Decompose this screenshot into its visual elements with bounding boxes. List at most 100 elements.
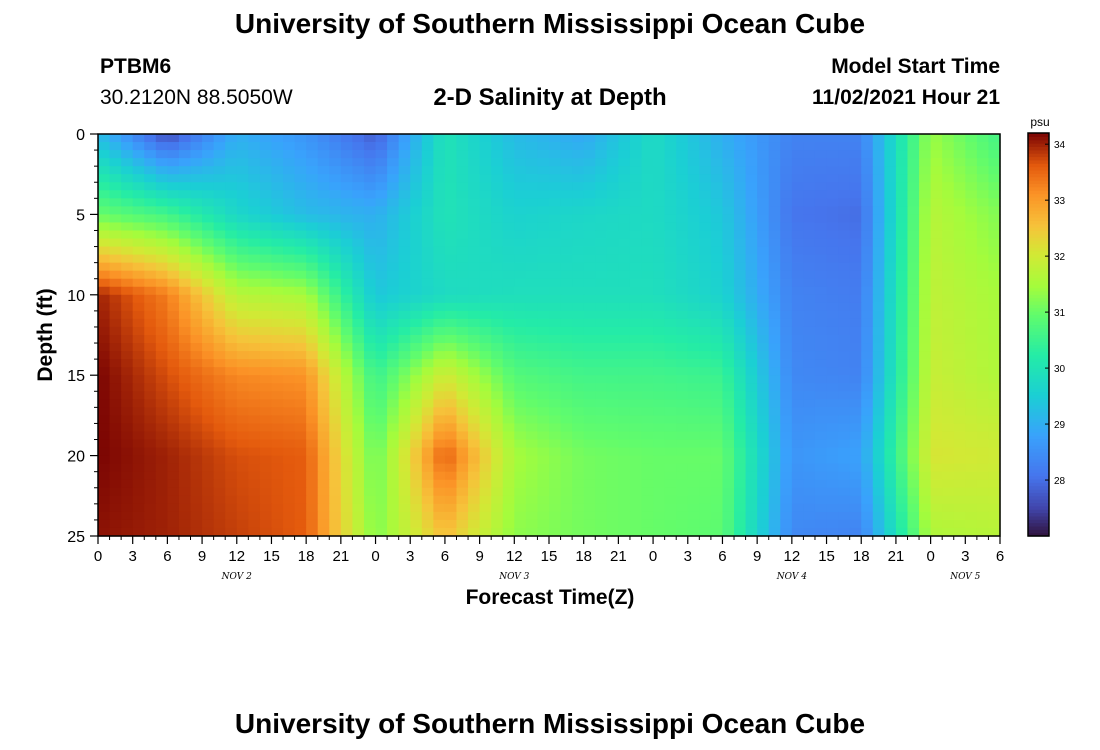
heatmap-cell [398, 479, 411, 489]
heatmap-cell [202, 214, 215, 224]
heatmap-cell [734, 335, 747, 344]
heatmap-cell [225, 238, 238, 248]
heatmap-cell [178, 174, 192, 183]
heatmap-cell [98, 278, 111, 288]
heatmap-cell [988, 391, 1001, 400]
heatmap-cell [629, 134, 643, 143]
heatmap-cell [132, 190, 145, 199]
heatmap-cell [271, 262, 284, 272]
heatmap-cell [722, 383, 735, 392]
heatmap-cell [340, 455, 354, 465]
heatmap-cell [537, 166, 550, 175]
heatmap-cell [710, 423, 724, 433]
heatmap-cell [757, 335, 770, 344]
heatmap-cell [444, 367, 458, 376]
heatmap-cell [791, 294, 805, 304]
heatmap-cell [144, 142, 157, 151]
heatmap-cell [178, 431, 192, 441]
heatmap-cell [202, 150, 215, 159]
heatmap-cell [387, 214, 400, 224]
heatmap-cell [976, 134, 990, 143]
heatmap-cell [98, 447, 111, 457]
heatmap-cell [525, 479, 539, 489]
heatmap-cell [121, 375, 134, 384]
heatmap-cell [456, 198, 469, 207]
heatmap-cell [560, 294, 573, 304]
heatmap-cell [283, 270, 296, 280]
heatmap-cell [352, 479, 365, 489]
heatmap-cell [549, 367, 562, 376]
heatmap-cell [872, 423, 885, 433]
heatmap-cell [884, 158, 897, 167]
heatmap-cell [144, 174, 157, 183]
heatmap-cell [98, 495, 111, 505]
heatmap-cell [791, 134, 805, 143]
heatmap-cell [248, 351, 261, 360]
heatmap-cell [942, 407, 955, 416]
heatmap-cell [433, 471, 446, 481]
heatmap-cell [468, 270, 481, 280]
heatmap-cell [745, 463, 758, 473]
heatmap-cell [144, 487, 157, 497]
heatmap-cell [791, 182, 805, 191]
heatmap-cell [178, 142, 192, 151]
heatmap-cell [768, 359, 781, 368]
heatmap-cell [398, 134, 411, 143]
heatmap-cell [248, 479, 261, 489]
heatmap-cell [525, 302, 539, 312]
x-tick-label: 3 [406, 548, 414, 565]
heatmap-cell [167, 310, 180, 320]
heatmap-cell [410, 367, 423, 376]
heatmap-cell [236, 326, 249, 336]
heatmap-cell [236, 318, 249, 328]
heatmap-cell [259, 262, 273, 272]
heatmap-cell [236, 519, 249, 529]
heatmap-cell [595, 431, 608, 441]
colorbar-segment [1028, 462, 1049, 467]
heatmap-cell [710, 214, 724, 224]
heatmap-cell [167, 439, 180, 449]
heatmap-cell [838, 415, 851, 425]
heatmap-cell [895, 391, 909, 400]
heatmap-cell [676, 318, 689, 328]
heatmap-cell [167, 238, 180, 248]
heatmap-cell [930, 407, 943, 416]
heatmap-cell [618, 375, 631, 384]
heatmap-cell [895, 431, 909, 441]
heatmap-cell [502, 262, 515, 272]
x-tick-label: 0 [94, 548, 102, 565]
heatmap-cell [155, 270, 168, 280]
heatmap-cell [768, 318, 781, 328]
heatmap-cell [190, 439, 203, 449]
colorbar-tick-label: 28 [1054, 476, 1066, 487]
heatmap-cell [699, 375, 712, 384]
heatmap-cell [167, 519, 180, 529]
colorbar-segment [1028, 270, 1049, 275]
heatmap-cell [572, 511, 585, 521]
heatmap-cell [629, 262, 643, 272]
heatmap-cell [930, 214, 943, 224]
plot-title: 2-D Salinity at Depth [433, 84, 667, 111]
heatmap-cell [421, 150, 434, 159]
heatmap-cell [421, 487, 434, 497]
station-id: PTBM6 [100, 55, 172, 78]
heatmap-cell [225, 222, 238, 232]
heatmap-cell [479, 431, 492, 441]
heatmap-cell [872, 495, 885, 505]
y-tick-label: 10 [67, 288, 85, 305]
heatmap-cell [907, 527, 920, 537]
heatmap-cell [317, 230, 330, 240]
heatmap-cell [329, 206, 342, 215]
heatmap-cell [410, 391, 423, 400]
heatmap-cell [884, 511, 897, 521]
heatmap-cell [213, 222, 226, 232]
heatmap-cell [791, 391, 805, 400]
heatmap-cell [560, 383, 573, 392]
heatmap-cell [641, 447, 654, 457]
heatmap-cell [410, 190, 423, 199]
heatmap-cell [109, 134, 122, 143]
heatmap-cell [572, 335, 585, 344]
heatmap-cell [502, 471, 515, 481]
heatmap-cell [410, 351, 423, 360]
heatmap-cell [306, 182, 319, 191]
